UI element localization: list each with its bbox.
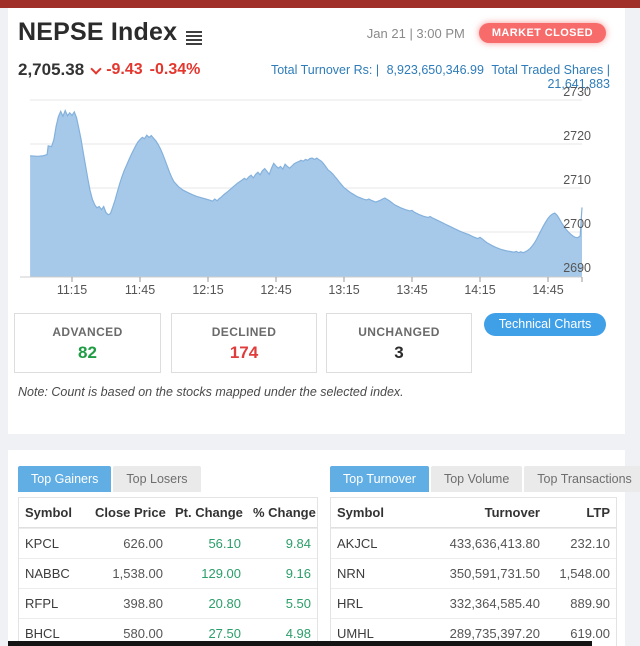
svg-text:14:15: 14:15	[464, 283, 495, 297]
col-pt-change: Pt. Change	[175, 505, 243, 520]
symbol-link[interactable]: NRN	[337, 566, 366, 581]
turnover-value: 350,591,731.50	[449, 566, 540, 581]
index-intraday-chart[interactable]: 11:15 11:45 12:15 12:45 13:15 13:45 14:15 14:45…	[0, 0, 640, 305]
pct-change: 9.16	[285, 566, 311, 581]
table-row: UMHL 289,735,397.20 619.00	[331, 618, 616, 646]
table-row: AKJCL 433,636,413.80 232.10	[331, 528, 616, 558]
col-close-price: Close Price	[95, 505, 166, 520]
turnover-value: 332,364,585.40	[449, 596, 540, 611]
tab-top-losers[interactable]: Top Losers	[113, 466, 201, 492]
ltp-value: 1,548.00	[559, 566, 610, 581]
pt-change: 129.00	[201, 566, 241, 581]
turnover-summary: Total Turnover Rs: | 8,923,650,346.99 To…	[250, 63, 610, 91]
count-note: Note: Count is based on the stocks mappe…	[18, 385, 404, 399]
table-row: BHCL 580.00 27.50 4.98	[19, 618, 317, 646]
close-price: 580.00	[123, 626, 163, 641]
symbol-link[interactable]: RFPL	[25, 596, 59, 611]
close-price: 626.00	[123, 536, 163, 551]
tab-top-volume[interactable]: Top Volume	[430, 466, 523, 492]
table-header: Symbol Close Price Pt. Change % Change	[19, 498, 317, 528]
table-row: RFPL 398.80 20.80 5.50	[19, 588, 317, 618]
market-status-badge: MARKET CLOSED	[478, 23, 606, 43]
unchanged-label: UNCHANGED	[358, 325, 440, 339]
close-price: 398.80	[123, 596, 163, 611]
tab-top-turnover[interactable]: Top Turnover	[330, 466, 429, 492]
svg-text:11:15: 11:15	[57, 283, 87, 297]
point-change: -9.43	[106, 61, 143, 78]
table-row: HRL 332,364,585.40 889.90	[331, 588, 616, 618]
index-value-row: 2,705.38 -9.43 -0.34%	[18, 60, 200, 80]
svg-text:11:45: 11:45	[125, 283, 155, 297]
unchanged-value: 3	[394, 343, 404, 362]
technical-charts-button[interactable]: Technical Charts	[484, 313, 606, 336]
symbol-link[interactable]: KPCL	[25, 536, 59, 551]
pt-change: 20.80	[208, 596, 241, 611]
bottom-window-edge	[8, 641, 592, 646]
index-list-icon[interactable]	[186, 31, 202, 45]
ltp-value: 619.00	[570, 626, 610, 641]
symbol-link[interactable]: BHCL	[25, 626, 60, 641]
declined-box: DECLINED 174	[171, 313, 317, 373]
pt-change: 27.50	[208, 626, 241, 641]
advanced-box: ADVANCED 82	[14, 313, 161, 373]
market-datetime: Jan 21 | 3:00 PM	[366, 25, 465, 41]
gainers-tabs: Top Gainers Top Losers	[18, 466, 201, 492]
close-price: 1,538.00	[112, 566, 163, 581]
declined-value: 174	[229, 343, 259, 362]
shares-value: 21,641,883	[547, 77, 610, 91]
page-title: NEPSE Index	[18, 18, 178, 46]
col-symbol: Symbol	[337, 505, 384, 520]
header-right: Jan 21 | 3:00 PM MARKET CLOSED	[367, 23, 606, 43]
svg-text:12:45: 12:45	[260, 283, 291, 297]
svg-text:2710: 2710	[563, 173, 591, 187]
symbol-link[interactable]: HRL	[337, 596, 364, 611]
table-row: NABBC 1,538.00 129.00 9.16	[19, 558, 317, 588]
symbol-link[interactable]: NABBC	[25, 566, 70, 581]
percent-change: -0.34%	[149, 61, 201, 78]
svg-text:2720: 2720	[563, 129, 591, 143]
tab-top-transactions[interactable]: Top Transactions	[524, 466, 640, 492]
pct-change: 4.98	[285, 626, 311, 641]
turnover-tabs: Top Turnover Top Volume Top Transactions	[330, 466, 640, 492]
shares-label: Total Traded Shares |	[491, 63, 610, 77]
unchanged-box: UNCHANGED 3	[326, 313, 472, 373]
table-row: NRN 350,591,731.50 1,548.00	[331, 558, 616, 588]
declined-label: DECLINED	[211, 325, 277, 339]
turnover-value: 8,923,650,346.99	[386, 63, 484, 77]
symbol-link[interactable]: UMHL	[337, 626, 374, 641]
svg-text:2700: 2700	[563, 217, 591, 231]
top-accent-bar	[0, 0, 640, 8]
col-ltp: LTP	[586, 505, 610, 520]
symbol-link[interactable]: AKJCL	[337, 536, 378, 551]
pct-change: 9.84	[285, 536, 311, 551]
turnover-label: Total Turnover Rs: |	[270, 63, 380, 77]
col-symbol: Symbol	[25, 505, 72, 520]
table-header: Symbol Turnover LTP	[331, 498, 616, 528]
svg-text:12:15: 12:15	[192, 283, 223, 297]
table-row: KPCL 626.00 56.10 9.84	[19, 528, 317, 558]
svg-text:13:15: 13:15	[328, 283, 359, 297]
svg-text:2690: 2690	[563, 261, 591, 275]
svg-text:14:45: 14:45	[532, 283, 563, 297]
col-pct-change: % Change	[253, 505, 316, 520]
advanced-label: ADVANCED	[52, 325, 123, 339]
pct-change: 5.50	[285, 596, 311, 611]
index-value: 2,705.38	[18, 60, 85, 79]
turnover-value: 289,735,397.20	[449, 626, 540, 641]
turnover-value: 433,636,413.80	[449, 536, 540, 551]
tab-top-gainers[interactable]: Top Gainers	[18, 466, 112, 492]
top-turnover-table: Symbol Turnover LTP AKJCL 433,636,413.80…	[330, 497, 617, 646]
svg-text:2730: 2730	[563, 85, 591, 99]
col-turnover: Turnover	[484, 505, 540, 520]
ltp-value: 889.90	[570, 596, 610, 611]
ltp-value: 232.10	[570, 536, 610, 551]
top-gainers-table: Symbol Close Price Pt. Change % Change K…	[18, 497, 318, 646]
svg-text:13:45: 13:45	[396, 283, 427, 297]
pt-change: 56.10	[208, 536, 241, 551]
advanced-value: 82	[78, 343, 97, 362]
